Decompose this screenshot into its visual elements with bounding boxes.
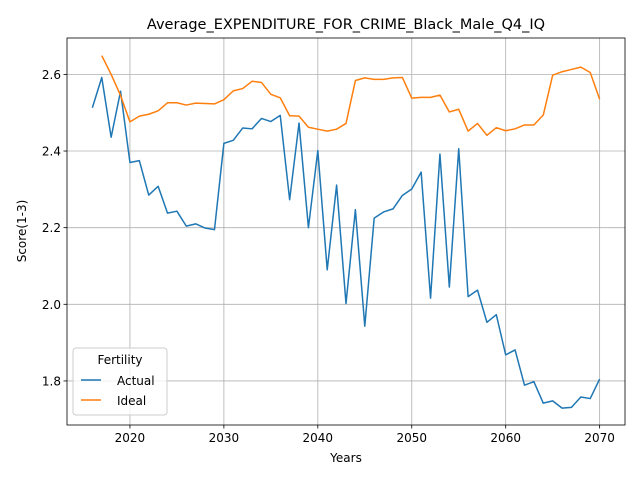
series-line-ideal: [101, 55, 601, 137]
y-tick-label: 2.6: [42, 68, 61, 82]
x-tick-label: 2040: [303, 431, 334, 445]
chart-title: Average_EXPENDITURE_FOR_CRIME_Black_Male…: [147, 17, 545, 33]
x-tick-label: 2070: [584, 431, 615, 445]
y-tick-label: 2.2: [42, 221, 61, 235]
legend: Fertility Actual Ideal: [72, 347, 168, 416]
x-axis-label: Years: [329, 451, 362, 465]
legend-box: [72, 347, 168, 416]
y-axis-ticks: 1.8 2.0 2.2 2.4 2.6: [42, 68, 67, 388]
plot-frame: [66, 37, 626, 426]
legend-label-ideal: Ideal: [117, 394, 146, 408]
y-tick-label: 2.0: [42, 298, 61, 312]
x-axis-ticks: 2020 2030 2040 2050 2060 2070: [115, 425, 615, 445]
grid: [67, 38, 625, 425]
y-tick-label: 1.8: [42, 374, 61, 388]
series-line-actual: [91, 76, 601, 409]
legend-label-actual: Actual: [117, 374, 155, 388]
legend-title: Fertility: [97, 353, 142, 367]
y-tick-label: 2.4: [42, 145, 61, 159]
x-tick-label: 2050: [396, 431, 427, 445]
x-tick-label: 2020: [115, 431, 146, 445]
x-tick-label: 2060: [490, 431, 521, 445]
series-lines: [91, 55, 601, 409]
y-axis-label: Score(1-3): [15, 200, 29, 263]
x-tick-label: 2030: [209, 431, 240, 445]
